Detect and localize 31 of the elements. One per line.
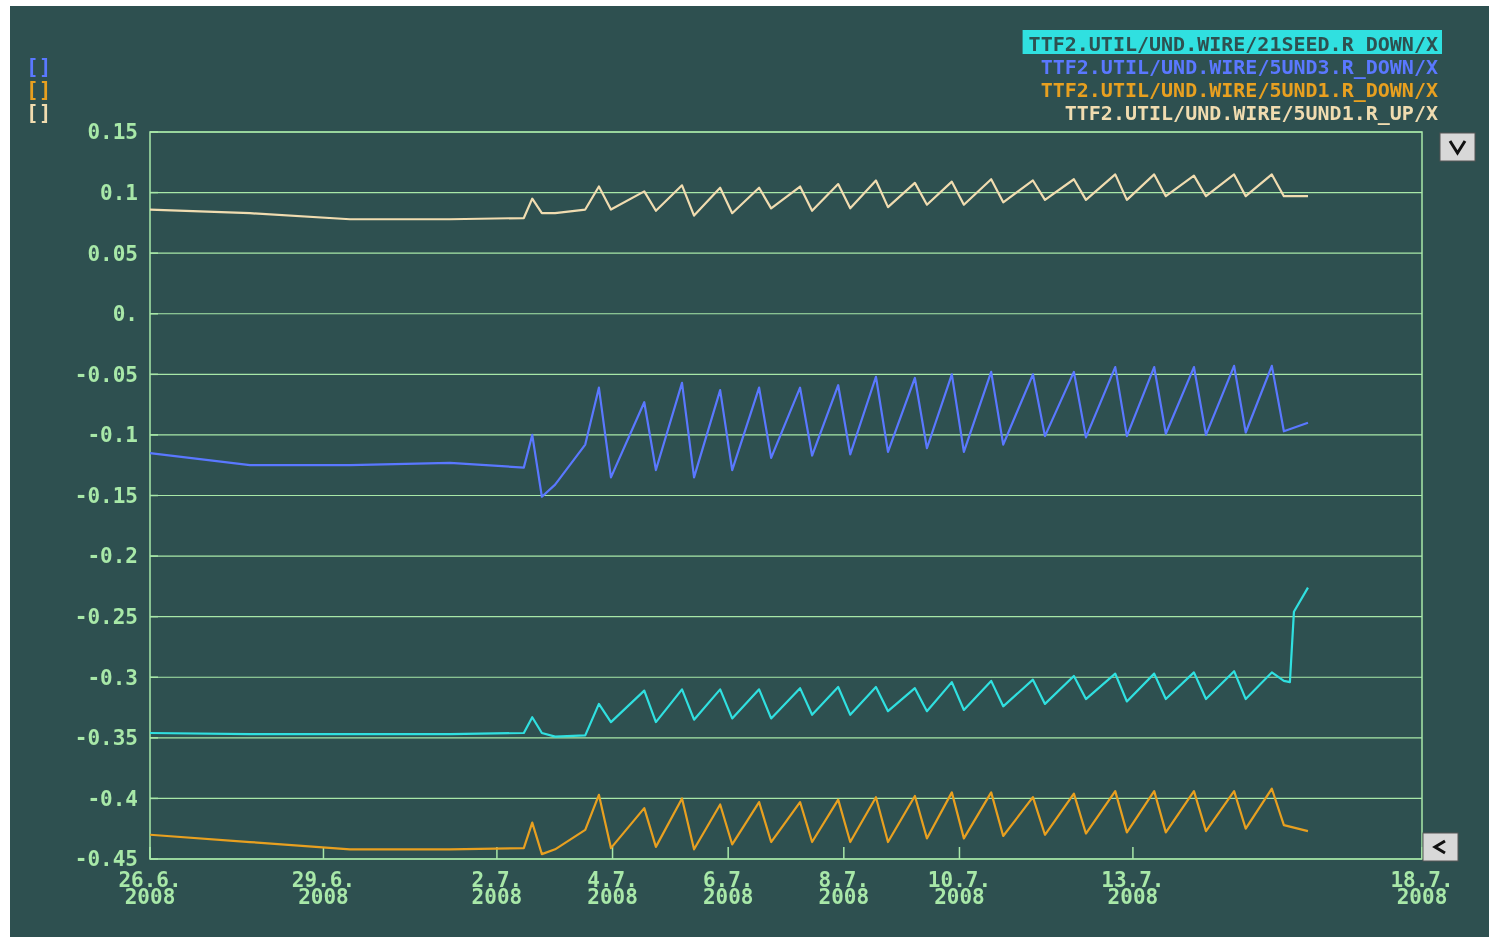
y-tick-label: -0.15 xyxy=(74,483,138,508)
text: [] xyxy=(26,78,52,103)
x-tick-label: 10.7. 2008 xyxy=(927,868,992,909)
x-tick-label: 4.7. 2008 xyxy=(587,868,638,909)
x-tick-label: 6.7. 2008 xyxy=(702,868,754,909)
y-tick-label: 0.15 xyxy=(87,120,138,145)
y-tick-label: -0.05 xyxy=(74,362,138,387)
x-tick-label: 18.7. 2008 xyxy=(1390,868,1454,909)
text: TTF2.UTIL/UND.WIRE/5UND3.R_DOWN/X xyxy=(1040,55,1438,79)
y-tick-label: -0.2 xyxy=(87,544,138,569)
y-tick-label: 0.1 xyxy=(100,180,138,205)
text: TTF2.UTIL/UND.WIRE/5UND1.R_DOWN/X xyxy=(1040,78,1438,102)
x-tick-label: 13.7. 2008 xyxy=(1101,868,1165,909)
y-tick-label: -0.35 xyxy=(74,726,138,751)
text: [] xyxy=(26,101,52,126)
x-tick-label: 2.7. 2008 xyxy=(471,868,523,909)
text: TTF2.UTIL/UND.WIRE/5UND1.R_UP/X xyxy=(1064,101,1438,125)
line-series xyxy=(148,787,1310,856)
y-tick-label: -0.4 xyxy=(87,786,138,811)
y-tick-label: -0.25 xyxy=(74,605,138,630)
x-tick-label: 8.7. 2008 xyxy=(818,868,870,909)
text: [] xyxy=(26,55,52,80)
y-tick-label: 0.05 xyxy=(87,241,138,266)
y-tick-label: 0. xyxy=(112,302,138,327)
y-tick-label: -0.1 xyxy=(87,423,138,448)
line-series xyxy=(148,586,1310,738)
y-tick-label: -0.3 xyxy=(87,665,138,690)
text: TTF2.UTIL/UND.WIRE/21SEED.R_DOWN/X xyxy=(1028,32,1438,56)
line-series xyxy=(148,173,1310,221)
line-series xyxy=(148,364,1310,498)
x-tick-label: 29.6. 2008 xyxy=(291,868,356,909)
